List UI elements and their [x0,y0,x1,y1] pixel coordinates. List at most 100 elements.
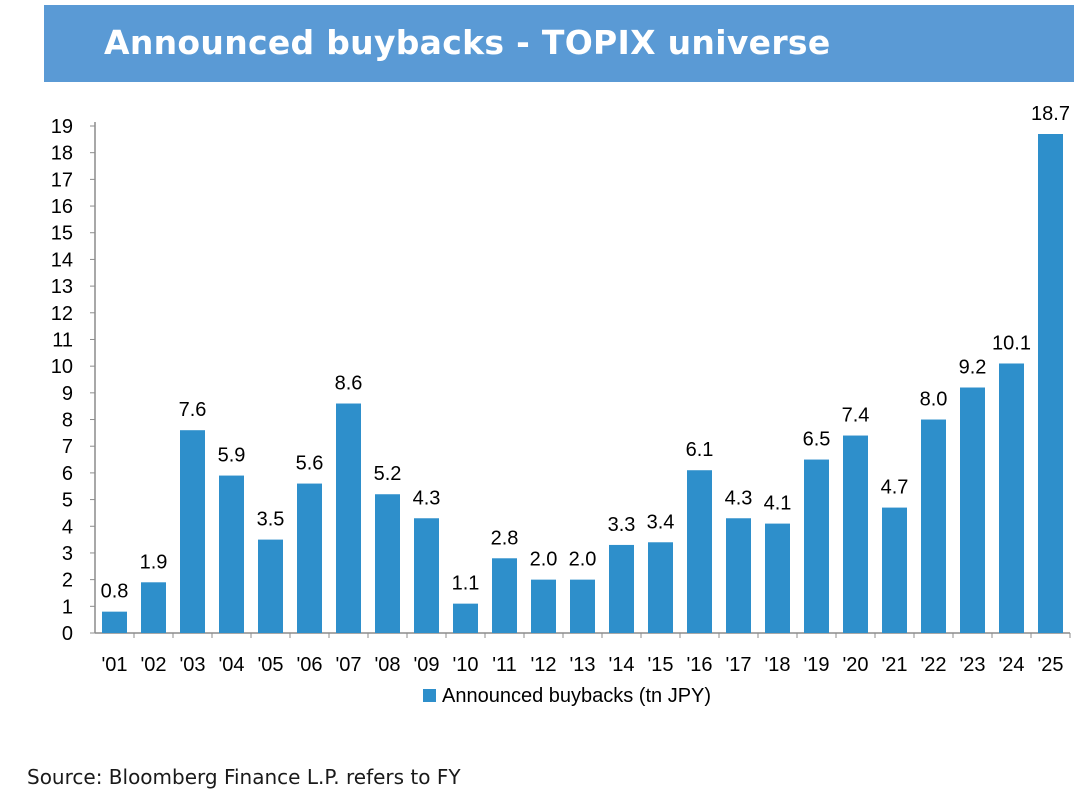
y-tick-label: 0 [62,623,73,645]
x-tick-label: '17 [725,654,751,676]
bar [453,603,478,633]
chart-title: Announced buybacks - TOPIX universe [104,23,831,62]
y-tick-label: 18 [51,143,73,165]
data-label: 0.8 [101,581,129,603]
y-tick-label: 3 [62,543,73,565]
x-tick-label: '19 [803,654,829,676]
x-tick-label: '11 [492,654,517,676]
data-label: 5.2 [374,463,402,485]
data-label: 4.7 [881,477,909,499]
data-label: 9.2 [959,357,987,379]
legend-label: Announced buybacks (tn JPY) [442,685,711,707]
bar [570,579,595,633]
x-tick-label: '14 [608,654,634,676]
data-label: 3.4 [647,511,675,533]
bar [882,507,907,633]
data-label: 4.1 [764,493,792,515]
y-tick-label: 17 [51,169,73,191]
x-tick-label: '01 [101,654,127,676]
x-tick-label: '18 [764,654,790,676]
x-tick-label: '06 [296,654,322,676]
y-tick-label: 16 [51,196,73,218]
x-tick-label: '16 [686,654,712,676]
y-tick-label: 11 [52,329,73,351]
y-tick-label: 7 [62,436,73,458]
y-tick-label: 15 [51,223,73,245]
x-tick-label: '25 [1037,654,1063,676]
x-tick-label: '04 [218,654,244,676]
y-tick-label: 10 [51,356,73,378]
x-tick-label: '02 [140,654,166,676]
bar [804,459,829,633]
data-label: 3.3 [608,514,636,536]
data-label: 1.9 [140,551,168,573]
x-tick-label: '05 [257,654,283,676]
x-tick-label: '08 [374,654,400,676]
bar [960,387,985,633]
bar [843,435,868,633]
y-tick-label: 14 [51,249,73,271]
bar [180,430,205,633]
data-label: 6.1 [686,439,714,461]
data-label: 18.7 [1031,103,1070,125]
bar [726,518,751,633]
bar [648,542,673,633]
x-tick-label: '15 [647,654,673,676]
bar [219,475,244,633]
bar [1038,134,1063,634]
bar [765,523,790,633]
x-tick-label: '22 [920,654,946,676]
data-label: 8.6 [335,373,363,395]
data-label: 4.3 [725,487,753,509]
y-tick-label: 9 [62,383,73,405]
x-tick-label: '07 [335,654,361,676]
bar [531,579,556,633]
bar [102,611,127,633]
data-label: 2.0 [530,549,558,571]
y-tick-label: 6 [62,463,73,485]
bar [999,363,1024,633]
bar [297,483,322,633]
bar [414,518,439,633]
x-tick-label: '10 [452,654,478,676]
bar [921,419,946,633]
bar [141,582,166,633]
data-label: 4.3 [413,487,441,509]
bar [687,470,712,633]
title-banner: Announced buybacks - TOPIX universe [44,5,1074,82]
x-tick-label: '09 [413,654,439,676]
data-label: 6.5 [803,429,831,451]
data-label: 2.8 [491,527,519,549]
bar-chart: 0123456789101112131415161718190.8'011.9'… [51,103,1071,707]
bar [492,558,517,633]
bar [375,494,400,633]
x-tick-label: '13 [569,654,595,676]
bar [609,544,634,633]
legend-swatch [423,689,436,702]
data-label: 7.4 [842,405,870,427]
bar [258,539,283,633]
x-tick-label: '20 [842,654,868,676]
y-tick-label: 19 [51,116,73,138]
data-label: 5.6 [296,453,324,475]
y-tick-label: 1 [62,596,73,618]
x-tick-label: '24 [998,654,1024,676]
data-label: 5.9 [218,445,246,467]
y-tick-label: 4 [62,516,73,538]
x-tick-label: '03 [179,654,205,676]
data-label: 2.0 [569,549,597,571]
data-label: 3.5 [257,509,285,531]
data-label: 8.0 [920,389,948,411]
x-tick-label: '21 [881,654,907,676]
data-label: 10.1 [992,332,1031,354]
y-tick-label: 12 [51,303,73,325]
source-note: Source: Bloomberg Finance L.P. refers to… [27,765,461,789]
y-tick-label: 8 [62,410,73,432]
data-label: 1.1 [452,573,480,595]
y-tick-label: 5 [62,490,73,512]
y-tick-label: 13 [51,276,73,298]
y-tick-label: 2 [62,570,73,592]
x-tick-label: '23 [959,654,985,676]
bar [336,403,361,633]
x-tick-label: '12 [530,654,556,676]
